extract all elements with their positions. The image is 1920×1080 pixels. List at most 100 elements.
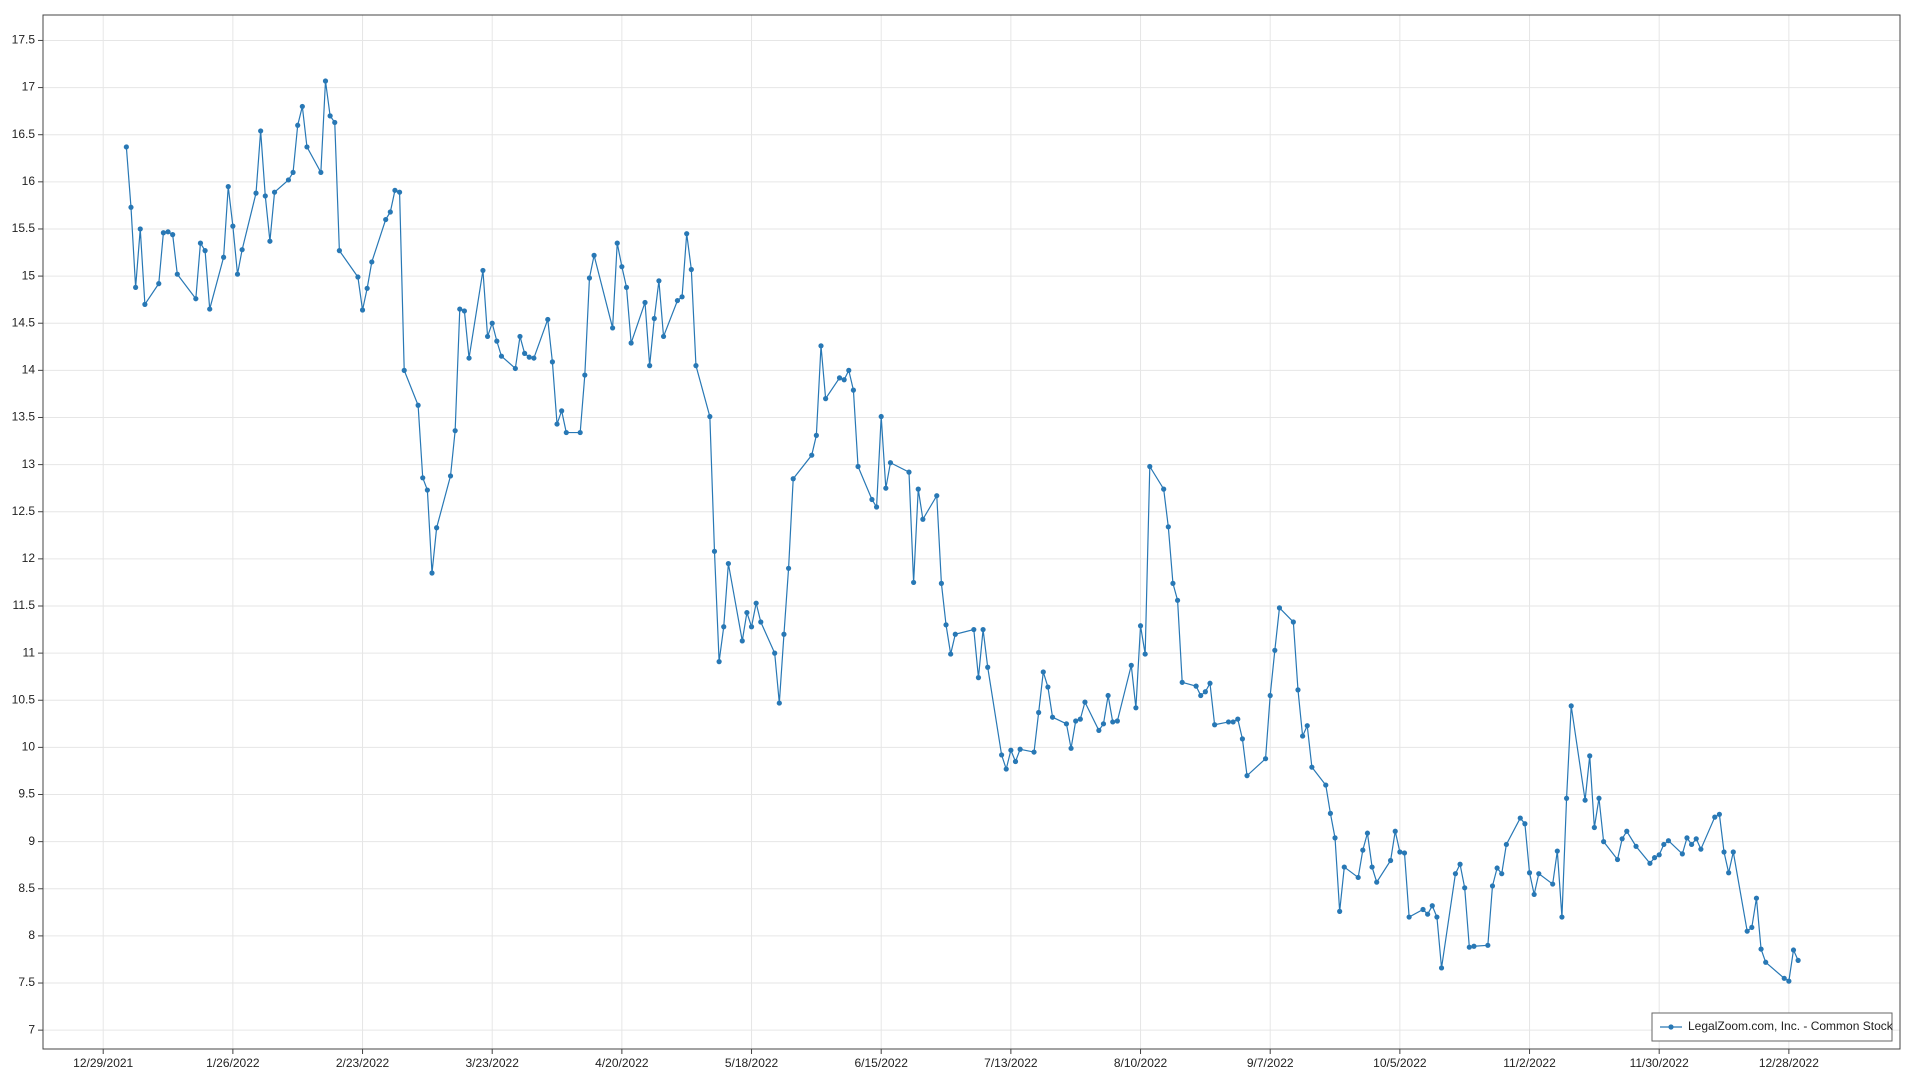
- data-point: [1369, 864, 1375, 870]
- data-point: [1364, 830, 1371, 836]
- data-point: [1471, 943, 1477, 949]
- data-point: [1749, 924, 1755, 931]
- data-point: [1114, 718, 1120, 724]
- data-point: [1624, 828, 1630, 834]
- y-tick-label: 9.5: [18, 787, 35, 801]
- data-point: [1036, 709, 1042, 716]
- data-point: [202, 248, 208, 254]
- y-tick-label: 8: [28, 928, 35, 942]
- data-point: [1105, 692, 1111, 699]
- data-point: [415, 402, 421, 408]
- data-point: [1647, 860, 1653, 866]
- data-point: [1786, 978, 1792, 984]
- data-point: [1179, 679, 1185, 685]
- data-point: [1744, 928, 1750, 934]
- data-point: [137, 226, 143, 232]
- x-tick-label: 8/10/2022: [1114, 1056, 1168, 1070]
- data-point: [1008, 747, 1014, 753]
- data-point: [1193, 683, 1199, 689]
- data-point: [1684, 835, 1690, 841]
- data-point: [234, 271, 241, 277]
- data-point: [1591, 824, 1597, 831]
- data-point: [776, 700, 782, 706]
- data-point: [1295, 687, 1301, 693]
- data-point: [586, 275, 593, 281]
- data-point: [1587, 753, 1593, 759]
- data-point: [267, 238, 273, 244]
- data-point: [1568, 703, 1574, 709]
- data-point: [1763, 959, 1769, 965]
- data-point: [123, 144, 129, 150]
- data-point: [221, 254, 227, 260]
- data-point: [1341, 864, 1347, 870]
- x-tick-label: 11/2/2022: [1503, 1056, 1556, 1070]
- data-point: [193, 296, 199, 302]
- x-tick-label: 10/5/2022: [1373, 1056, 1427, 1070]
- data-point: [225, 183, 231, 190]
- data-point: [1633, 843, 1639, 849]
- data-point: [855, 463, 861, 470]
- data-point: [1198, 692, 1204, 699]
- x-tick-label: 7/13/2022: [984, 1056, 1038, 1070]
- data-point: [1614, 856, 1621, 863]
- data-point: [711, 548, 718, 554]
- x-tick-label: 6/15/2022: [855, 1056, 909, 1070]
- data-point: [1235, 716, 1241, 722]
- data-point: [753, 600, 759, 606]
- data-point: [1161, 486, 1167, 492]
- data-point: [772, 650, 778, 656]
- data-point: [489, 320, 495, 326]
- data-point: [1392, 828, 1398, 834]
- data-point: [878, 413, 884, 420]
- y-tick-label: 16.5: [12, 127, 36, 141]
- data-point: [1721, 849, 1727, 855]
- data-point: [1466, 944, 1472, 950]
- y-tick-label: 10: [22, 740, 36, 754]
- data-point: [1716, 811, 1722, 817]
- data-point: [1045, 684, 1051, 690]
- data-point: [841, 377, 847, 383]
- data-point: [1300, 733, 1306, 739]
- data-point: [156, 281, 162, 287]
- x-tick-label: 12/28/2022: [1759, 1056, 1819, 1070]
- data-point: [1244, 773, 1250, 779]
- data-point: [1309, 764, 1315, 770]
- data-point: [1374, 879, 1380, 885]
- data-point: [545, 316, 551, 323]
- data-point: [684, 231, 690, 237]
- data-point: [160, 230, 167, 236]
- data-point: [1536, 871, 1542, 877]
- data-point: [744, 609, 750, 616]
- data-point: [975, 675, 982, 681]
- x-tick-label: 4/20/2022: [595, 1056, 649, 1070]
- data-point: [1040, 669, 1046, 675]
- data-point: [785, 565, 792, 571]
- data-point: [1679, 851, 1685, 857]
- data-point: [295, 122, 301, 128]
- data-point: [628, 340, 634, 346]
- data-point: [239, 247, 245, 253]
- data-point: [1485, 942, 1491, 948]
- y-tick-label: 15: [22, 268, 36, 282]
- data-point: [591, 252, 597, 258]
- y-tick-label: 11.5: [13, 598, 36, 612]
- data-point: [1795, 957, 1801, 963]
- data-point: [387, 209, 393, 215]
- data-point: [1601, 839, 1607, 845]
- data-point: [1202, 689, 1208, 695]
- data-point: [1434, 914, 1440, 920]
- data-point: [836, 375, 843, 381]
- data-point: [679, 294, 685, 300]
- data-point: [1499, 871, 1505, 877]
- y-tick-label: 7: [28, 1022, 35, 1036]
- data-point: [1207, 680, 1213, 686]
- data-point: [1063, 721, 1070, 727]
- data-point: [1110, 719, 1116, 725]
- y-tick-label: 10.5: [12, 692, 36, 706]
- data-point: [614, 240, 620, 246]
- x-tick-label: 1/26/2022: [206, 1056, 260, 1070]
- data-point: [1137, 623, 1144, 629]
- data-point: [262, 193, 268, 199]
- data-point: [517, 333, 523, 340]
